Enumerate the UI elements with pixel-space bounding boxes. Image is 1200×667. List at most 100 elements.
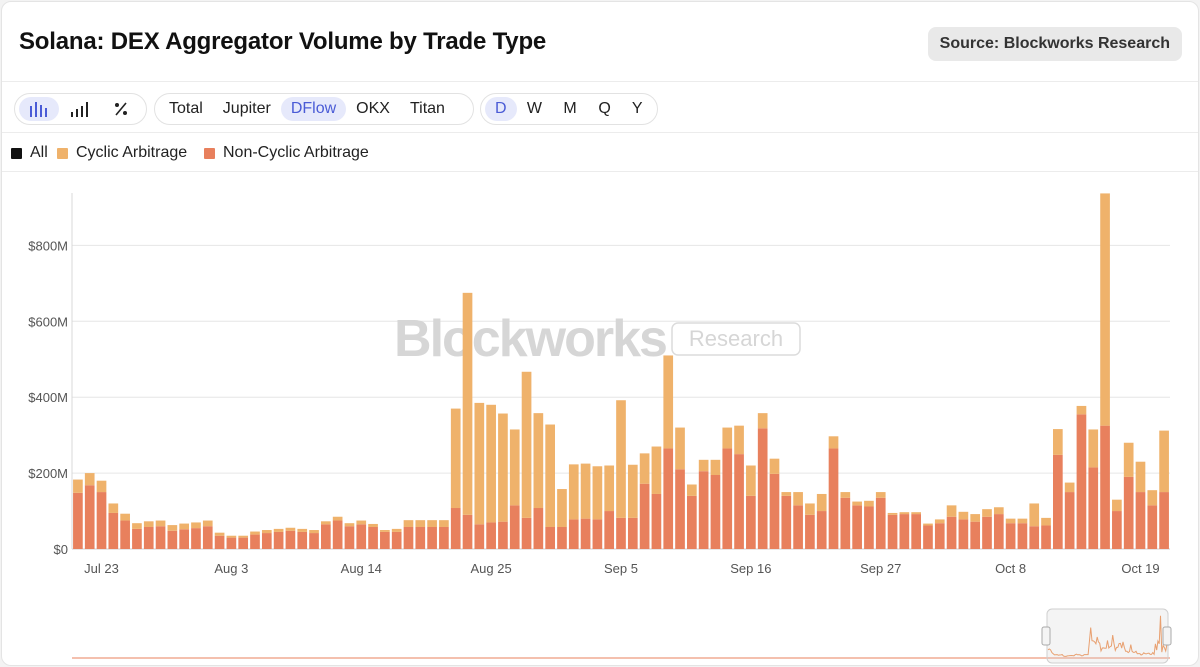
bar-cyclic[interactable] [1135, 461, 1146, 493]
bar-cyclic[interactable] [403, 520, 414, 527]
bar-noncyclic[interactable] [226, 537, 237, 549]
bar-noncyclic[interactable] [427, 526, 437, 549]
bar-noncyclic[interactable] [592, 519, 603, 549]
bar-cyclic[interactable] [250, 531, 260, 535]
bar-noncyclic[interactable] [261, 533, 272, 549]
bar-noncyclic[interactable] [474, 524, 485, 549]
navigator-left-handle[interactable] [1041, 626, 1051, 646]
bar-noncyclic[interactable] [120, 520, 130, 549]
range-navigator[interactable] [72, 608, 1172, 664]
bar-cyclic[interactable] [120, 513, 130, 521]
tab-yearly[interactable]: Y [631, 100, 643, 117]
bar-noncyclic[interactable] [309, 533, 319, 549]
navigator-window[interactable] [1046, 608, 1169, 664]
bar-noncyclic[interactable] [96, 492, 107, 549]
bar-noncyclic[interactable] [84, 485, 95, 549]
bar-noncyclic[interactable] [639, 483, 650, 549]
bar-noncyclic[interactable] [1017, 523, 1028, 549]
bar-cyclic[interactable] [391, 528, 402, 532]
bar-cyclic[interactable] [545, 424, 555, 527]
bar-cyclic[interactable] [852, 501, 862, 506]
bar-noncyclic[interactable] [580, 518, 591, 549]
bar-cyclic[interactable] [132, 523, 142, 529]
bar-noncyclic[interactable] [616, 517, 626, 549]
legend-item-cyclic[interactable]: Cyclic Arbitrage [57, 144, 187, 162]
bar-cyclic[interactable] [1123, 442, 1134, 477]
bar-noncyclic[interactable] [1147, 505, 1158, 549]
bar-noncyclic[interactable] [911, 514, 921, 549]
bar-cyclic[interactable] [828, 436, 839, 449]
bar-cyclic[interactable] [261, 530, 272, 534]
bar-noncyclic[interactable] [1053, 454, 1063, 549]
bar-cyclic[interactable] [592, 466, 603, 520]
stepped-bars-icon[interactable] [59, 97, 101, 121]
bar-noncyclic[interactable] [923, 525, 933, 549]
bar-noncyclic[interactable] [852, 505, 862, 549]
tab-titan[interactable]: Titan [409, 100, 445, 117]
bar-noncyclic[interactable] [344, 526, 355, 549]
bar-cyclic[interactable] [439, 520, 449, 527]
bar-cyclic[interactable] [273, 528, 284, 532]
bar-noncyclic[interactable] [368, 526, 378, 549]
bar-noncyclic[interactable] [273, 531, 284, 549]
legend-item-all[interactable]: All [11, 144, 48, 162]
bar-noncyclic[interactable] [521, 517, 532, 549]
bar-noncyclic[interactable] [108, 512, 119, 549]
bar-noncyclic[interactable] [864, 506, 874, 550]
bar-noncyclic[interactable] [875, 497, 886, 549]
bar-noncyclic[interactable] [946, 516, 957, 549]
bar-cyclic[interactable] [840, 492, 851, 498]
bar-cyclic[interactable] [875, 492, 886, 498]
bar-noncyclic[interactable] [285, 530, 296, 549]
bar-noncyclic[interactable] [675, 469, 685, 550]
bar-noncyclic[interactable] [958, 519, 969, 549]
bar-cyclic[interactable] [84, 473, 95, 486]
bar-noncyclic[interactable] [934, 523, 945, 549]
bar-cyclic[interactable] [722, 427, 733, 449]
bar-cyclic[interactable] [580, 463, 591, 519]
bar-cyclic[interactable] [155, 520, 166, 527]
bar-noncyclic[interactable] [899, 514, 910, 549]
bar-noncyclic[interactable] [1123, 476, 1134, 549]
percent-icon[interactable] [101, 97, 141, 121]
bar-cyclic[interactable] [143, 521, 154, 527]
bar-cyclic[interactable] [887, 512, 898, 515]
bar-noncyclic[interactable] [816, 511, 827, 549]
bar-cyclic[interactable] [946, 505, 957, 517]
bar-cyclic[interactable] [486, 404, 496, 523]
bar-cyclic[interactable] [108, 503, 119, 513]
bar-noncyclic[interactable] [1005, 523, 1016, 549]
bar-noncyclic[interactable] [663, 448, 674, 549]
bar-noncyclic[interactable] [557, 526, 567, 549]
bar-noncyclic[interactable] [1112, 511, 1122, 549]
bar-cyclic[interactable] [757, 413, 768, 429]
bar-cyclic[interactable] [214, 532, 225, 536]
bar-cyclic[interactable] [1159, 430, 1169, 493]
bar-noncyclic[interactable] [1135, 492, 1146, 549]
bar-cyclic[interactable] [509, 429, 520, 506]
bar-cyclic[interactable] [982, 509, 992, 517]
bar-cyclic[interactable] [1017, 518, 1028, 524]
bar-noncyclic[interactable] [238, 537, 249, 549]
bar-noncyclic[interactable] [380, 531, 390, 549]
bar-cyclic[interactable] [769, 458, 780, 474]
bar-noncyclic[interactable] [887, 514, 898, 550]
navigator-right-handle[interactable] [1162, 626, 1172, 646]
bar-cyclic[interactable] [1112, 499, 1122, 512]
bar-cyclic[interactable] [309, 530, 319, 534]
bar-cyclic[interactable] [297, 528, 308, 532]
bar-cyclic[interactable] [899, 512, 910, 515]
tab-okx[interactable]: OKX [356, 100, 390, 117]
source-badge[interactable]: Source: Blockworks Research [927, 27, 1182, 61]
bar-noncyclic[interactable] [167, 530, 178, 549]
bar-noncyclic[interactable] [982, 516, 992, 549]
bar-noncyclic[interactable] [722, 448, 733, 549]
bar-cyclic[interactable] [356, 520, 367, 525]
bar-cyclic[interactable] [238, 535, 249, 538]
bar-cyclic[interactable] [202, 520, 213, 527]
tab-daily[interactable]: D [485, 97, 517, 121]
bar-noncyclic[interactable] [757, 428, 768, 549]
bar-cyclic[interactable] [1041, 517, 1051, 526]
bar-cyclic[interactable] [923, 523, 933, 526]
bar-noncyclic[interactable] [1076, 414, 1087, 549]
